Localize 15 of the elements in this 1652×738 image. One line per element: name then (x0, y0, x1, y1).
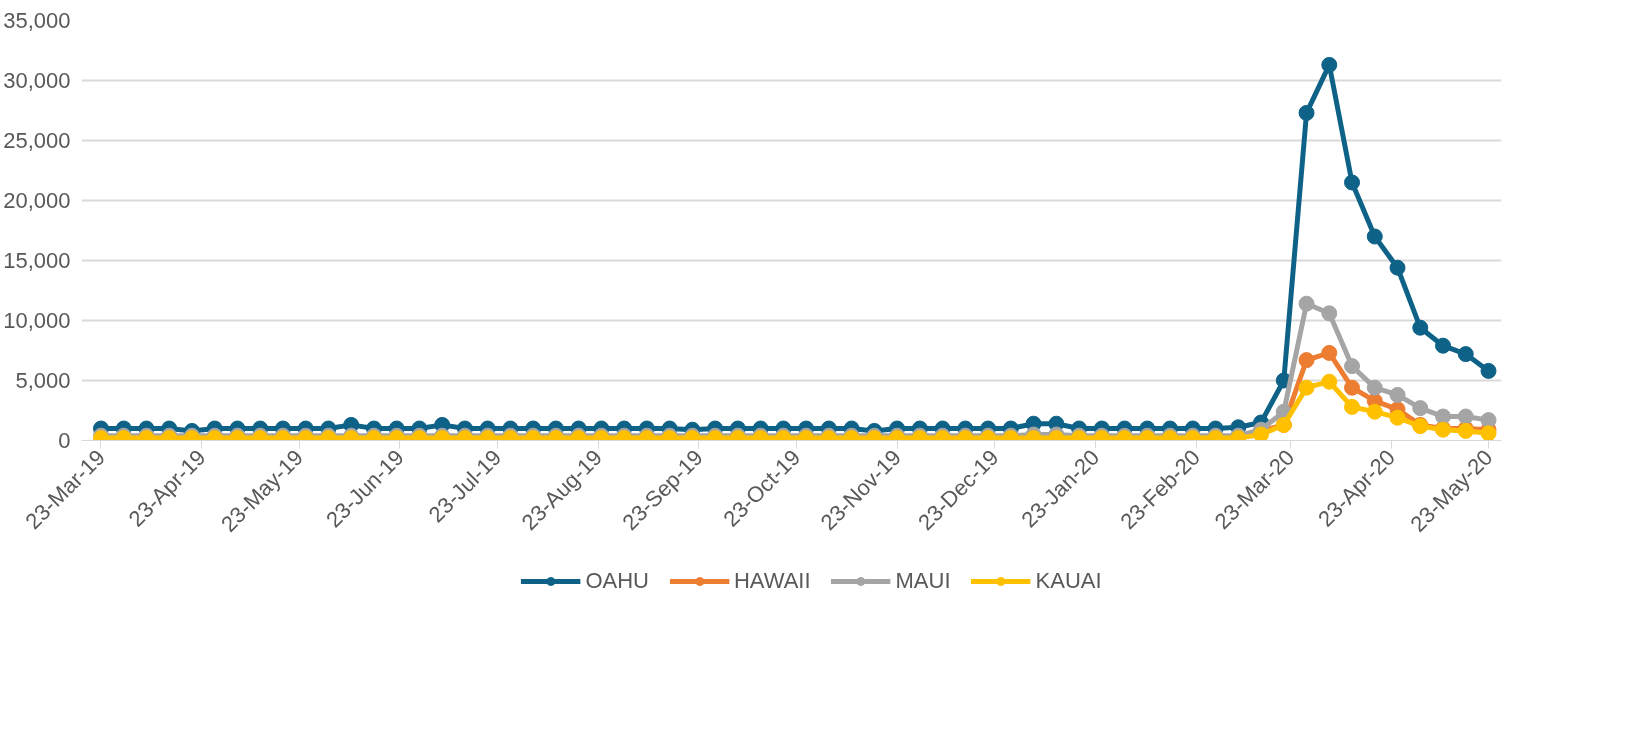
y-tick-label: 25,000 (3, 128, 71, 153)
y-tick-label: 10,000 (3, 308, 71, 333)
point (1321, 344, 1338, 361)
y-tick-label: 20,000 (3, 188, 71, 213)
y-tick-label: 0 (58, 428, 71, 453)
y-tick-label: 5,000 (15, 368, 71, 393)
legend-label: OAHU (585, 567, 649, 594)
y-tick-label: 35,000 (3, 8, 71, 33)
y-tick-label: 15,000 (3, 248, 71, 273)
legend-label: MAUI (895, 567, 951, 594)
y-tick-label: 30,000 (3, 68, 71, 93)
legend-label: KAUAI (1035, 567, 1102, 594)
legend-label: HAWAII (733, 567, 811, 594)
point (1344, 379, 1361, 396)
point (1298, 352, 1315, 369)
